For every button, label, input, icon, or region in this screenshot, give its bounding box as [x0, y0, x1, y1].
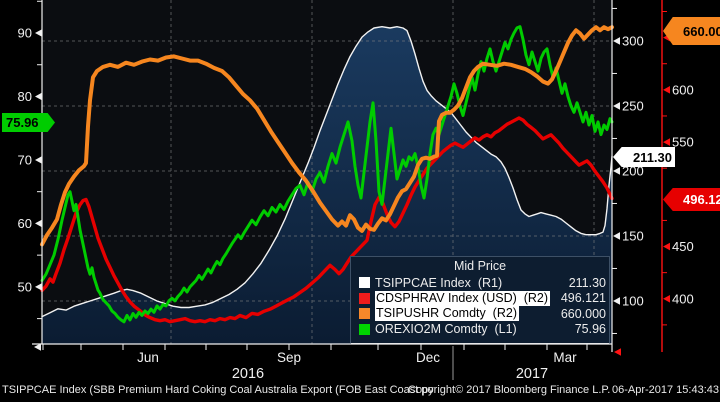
legend-swatch-icon [359, 323, 370, 335]
last-price-tag-white: 211.30 [613, 147, 675, 167]
svg-text:60: 60 [18, 216, 32, 231]
svg-text:250: 250 [622, 98, 644, 113]
chart-legend: Mid Price TSIPPCAE Index (R1) 211.30 CDSPH… [350, 256, 610, 344]
legend-value: 211.30 [568, 275, 606, 290]
svg-text:80: 80 [18, 89, 32, 104]
legend-value: 496.121 [560, 291, 606, 306]
legend-row[interactable]: CDSPHRAV Index (USD) (R2) 496.121 [351, 290, 609, 307]
legend-value: 660.000 [560, 306, 606, 321]
x-axis-labels: Jun Sep Dec Mar 2016 2017 [42, 344, 588, 382]
month-label: Dec [416, 350, 440, 365]
last-price-tag-red: 496.121 [663, 188, 720, 211]
legend-title: Mid Price [453, 259, 507, 273]
legend-value: 75.96 [574, 322, 606, 337]
year-label: 2016 [232, 366, 264, 382]
month-label: Sep [277, 350, 301, 365]
svg-text:600: 600 [672, 82, 694, 97]
svg-text:90: 90 [18, 26, 32, 41]
legend-label: OREXIO2M Comdty (L1) [375, 322, 517, 337]
svg-text:150: 150 [622, 228, 644, 243]
axis-ticks: 5060708090100150200250300400450550600650 [18, 0, 694, 356]
legend-label: TSIPPCAE Index (R1) [375, 275, 503, 290]
year-label: 2017 [516, 366, 548, 382]
security-description: TSIPPCAE Index (SBB Premium Hard Coking … [2, 384, 434, 396]
svg-text:200: 200 [622, 163, 644, 178]
line-orexio2m [40, 25, 614, 324]
last-price-tag-green: 75.96 [2, 113, 55, 132]
legend-label: TSIPUSHR Comdty (R2) [375, 306, 519, 322]
copyright-notice: Copyright© 2017 Bloomberg Finance L.P. [408, 384, 611, 396]
legend-swatch-icon [359, 292, 370, 304]
month-label: Jun [137, 350, 159, 365]
last-price-white-value: 211.30 [632, 149, 672, 165]
line-cdsphrav [40, 116, 614, 324]
svg-text:400: 400 [672, 291, 694, 306]
last-price-red-value: 496.121 [683, 192, 720, 207]
svg-text:450: 450 [672, 239, 694, 254]
timestamp: 06-Apr-2017 15:43:43 [611, 384, 719, 396]
legend-label: CDSPHRAV Index (USD) (R2) [375, 290, 551, 306]
legend-swatch-icon [359, 277, 370, 289]
last-price-tag-orange: 660.000 [663, 17, 720, 45]
svg-text:50: 50 [18, 279, 32, 294]
svg-text:70: 70 [18, 152, 32, 167]
line-tsipushr [40, 25, 614, 247]
svg-text:300: 300 [622, 33, 644, 48]
month-label: Mar [553, 350, 577, 365]
legend-swatch-icon [359, 308, 370, 320]
last-price-orange-value: 660.000 [683, 23, 720, 39]
last-price-green-value: 75.96 [6, 115, 39, 130]
legend-row[interactable]: OREXIO2M Comdty (L1) 75.96 [351, 322, 609, 338]
legend-row[interactable]: TSIPPCAE Index (R1) 211.30 [351, 275, 609, 291]
legend-row[interactable]: TSIPUSHR Comdty (R2) 660.000 [351, 306, 609, 322]
svg-text:100: 100 [622, 293, 644, 308]
svg-text:550: 550 [672, 135, 694, 150]
